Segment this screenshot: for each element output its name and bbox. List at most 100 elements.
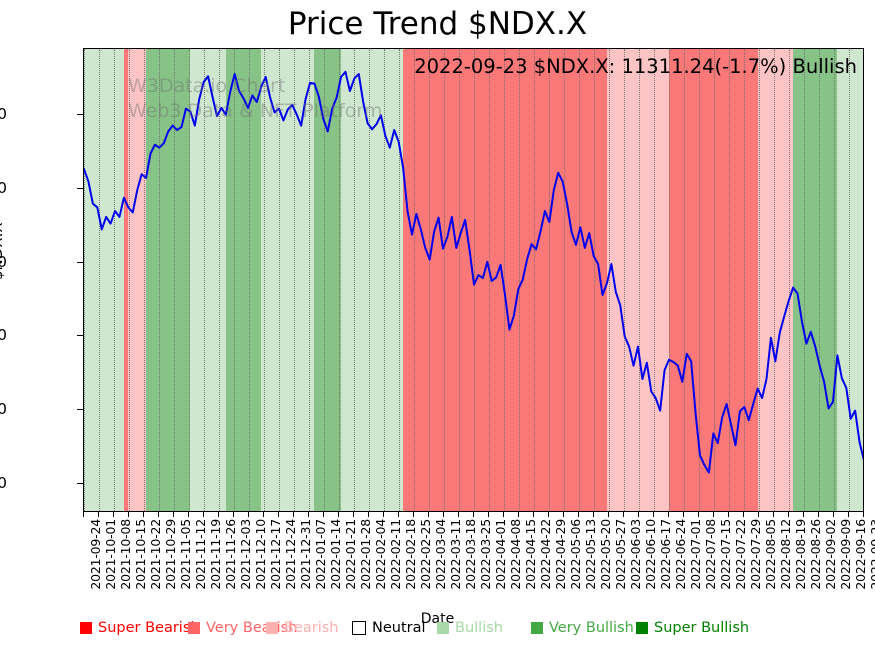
x-tick-label: 2021-10-01 xyxy=(103,519,118,590)
gridline xyxy=(489,49,490,511)
x-tick-label: 2022-03-04 xyxy=(433,519,448,590)
x-tick-mark xyxy=(743,512,744,517)
gridline xyxy=(369,49,370,511)
legend-item[interactable]: Bearish xyxy=(266,620,339,636)
legend-item[interactable]: Super Bullish xyxy=(636,620,749,636)
gridline xyxy=(279,49,280,511)
legend: Super Bearish Very Bearish Bearish Neutral B… xyxy=(0,620,875,642)
x-tick-mark xyxy=(668,512,669,517)
x-tick-mark xyxy=(248,512,249,517)
gridline xyxy=(774,49,775,511)
sentiment-band xyxy=(403,49,607,511)
sentiment-band xyxy=(606,49,669,511)
x-tick-label: 2022-02-11 xyxy=(388,519,403,590)
sentiment-band xyxy=(261,49,315,511)
x-tick-mark xyxy=(443,512,444,517)
y-tick-label: 13000 xyxy=(0,326,7,345)
sentiment-band xyxy=(123,49,129,511)
sentiment-band xyxy=(757,49,794,511)
sentiment-band xyxy=(84,49,124,511)
legend-item[interactable]: Bullish xyxy=(437,620,503,636)
gridline xyxy=(309,49,310,511)
sentiment-band xyxy=(314,49,342,511)
gridline xyxy=(174,49,175,511)
gridline xyxy=(189,49,190,511)
x-tick-mark xyxy=(518,512,519,517)
x-tick-mark xyxy=(158,512,159,517)
x-tick-mark xyxy=(203,512,204,517)
x-tick-mark xyxy=(263,512,264,517)
gridline xyxy=(564,49,565,511)
x-tick-mark xyxy=(113,512,114,517)
x-tick-mark xyxy=(593,512,594,517)
plot-area: W3Data.io Chart Web3 Data & NFT Platform… xyxy=(83,48,864,512)
x-tick-mark xyxy=(143,512,144,517)
x-tick-mark xyxy=(308,512,309,517)
legend-item[interactable]: Super Bearish xyxy=(80,620,200,636)
gridline xyxy=(534,49,535,511)
gridline xyxy=(729,49,730,511)
x-tick-mark xyxy=(758,512,759,517)
latest-quote-annotation: 2022-09-23 $NDX.X: 11311.24(-1.7%) Bulli… xyxy=(414,55,857,78)
legend-label: Very Bullish xyxy=(549,620,634,636)
x-tick-mark xyxy=(698,512,699,517)
legend-swatch xyxy=(188,622,200,634)
y-tick-mark xyxy=(77,335,84,337)
x-tick-mark xyxy=(653,512,654,517)
gridline xyxy=(129,49,130,511)
x-tick-mark xyxy=(563,512,564,517)
gridline xyxy=(474,49,475,511)
gridline xyxy=(744,49,745,511)
x-tick-mark xyxy=(848,512,849,517)
x-tick-mark xyxy=(728,512,729,517)
legend-item[interactable]: Neutral xyxy=(352,620,426,636)
x-tick-mark xyxy=(233,512,234,517)
gridline xyxy=(114,49,115,511)
gridline xyxy=(654,49,655,511)
sentiment-band xyxy=(128,49,138,511)
x-tick-label: 2022-06-24 xyxy=(673,519,688,590)
x-tick-mark xyxy=(98,512,99,517)
gridline xyxy=(249,49,250,511)
legend-item[interactable]: Very Bullish xyxy=(531,620,634,636)
x-tick-label: 2022-06-10 xyxy=(643,519,658,590)
gridline xyxy=(609,49,610,511)
x-tick-label: 2021-10-15 xyxy=(133,519,148,590)
y-tick-mark xyxy=(77,187,84,189)
x-tick-label: 2022-05-13 xyxy=(583,519,598,590)
x-tick-label: 2021-12-24 xyxy=(283,519,298,590)
gridline xyxy=(624,49,625,511)
x-tick-label: 2022-04-29 xyxy=(553,519,568,590)
legend-swatch xyxy=(80,622,92,634)
x-tick-label: 2022-09-16 xyxy=(853,519,868,590)
gridline xyxy=(819,49,820,511)
x-tick-mark xyxy=(533,512,534,517)
price-line-layer xyxy=(84,49,863,511)
x-tick-label: 2022-09-09 xyxy=(838,519,853,590)
gridline xyxy=(339,49,340,511)
gridline xyxy=(99,49,100,511)
gridline xyxy=(204,49,205,511)
gridline xyxy=(459,49,460,511)
x-tick-label: 2021-12-10 xyxy=(253,519,268,590)
sentiment-band xyxy=(146,49,191,511)
sentiment-band xyxy=(137,49,147,511)
gridline xyxy=(354,49,355,511)
x-tick-label: 2022-01-07 xyxy=(313,519,328,590)
gridline xyxy=(294,49,295,511)
legend-label: Super Bullish xyxy=(654,620,750,636)
x-tick-mark xyxy=(473,512,474,517)
x-tick-mark xyxy=(218,512,219,517)
x-tick-label: 2022-04-22 xyxy=(538,519,553,590)
x-tick-label: 2022-01-21 xyxy=(343,519,358,590)
legend-swatch xyxy=(437,622,449,634)
x-tick-mark xyxy=(623,512,624,517)
x-tick-mark xyxy=(488,512,489,517)
gridline xyxy=(144,49,145,511)
x-tick-label: 2022-07-15 xyxy=(718,519,733,590)
gridline xyxy=(759,49,760,511)
x-tick-mark xyxy=(773,512,774,517)
x-tick-mark xyxy=(368,512,369,517)
legend-label: Bearish xyxy=(284,620,339,636)
